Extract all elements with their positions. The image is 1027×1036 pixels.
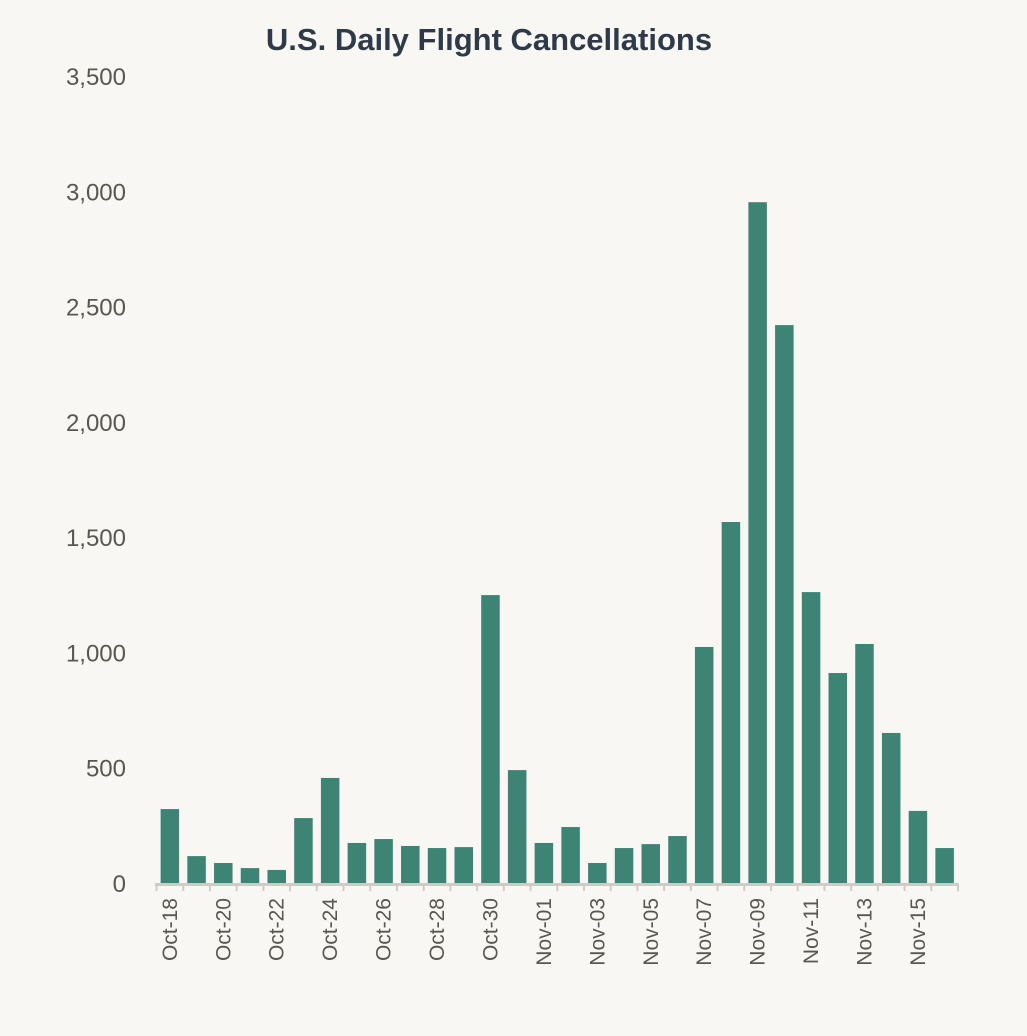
bar-nov-01 (534, 842, 554, 884)
bar-nov-12 (828, 673, 848, 884)
bar-nov-14 (881, 732, 901, 884)
bar-oct-18 (160, 809, 180, 884)
y-tick-label: 3,000 (66, 179, 126, 206)
y-tick-label: 0 (113, 871, 126, 898)
x-tick-label: Nov-03 (586, 898, 609, 966)
bar-nov-10 (775, 325, 794, 884)
bar-nov-06 (668, 836, 687, 884)
bar-oct-31 (507, 770, 527, 884)
y-tick-label: 2,000 (66, 410, 126, 437)
x-tick-label: Nov-15 (907, 898, 930, 966)
x-tick-label: Oct-22 (266, 898, 289, 961)
bar-oct-19 (187, 856, 206, 884)
bar-nov-05 (641, 844, 661, 884)
bar-oct-28 (427, 848, 447, 884)
bar-nov-03 (588, 863, 607, 884)
x-tick-label: Oct-30 (479, 898, 502, 961)
y-tick-label: 1,000 (66, 640, 126, 667)
y-axis: 0 500 1,000 1,500 2,000 2,500 3,000 3,500 (66, 64, 126, 898)
bar-oct-20 (214, 863, 233, 884)
y-tick-label: 2,500 (66, 295, 126, 322)
bar-oct-27 (401, 845, 420, 884)
x-tick-label: Oct-26 (373, 898, 396, 961)
y-tick-label: 500 (86, 756, 126, 783)
bar-nov-15 (908, 810, 928, 884)
bar-nov-09 (748, 202, 767, 884)
bar-oct-24 (320, 777, 340, 884)
bar-oct-21 (240, 868, 260, 884)
bar-nov-13 (855, 643, 874, 884)
bar-oct-23 (294, 818, 313, 884)
bars (160, 202, 954, 884)
bar-oct-29 (454, 847, 473, 884)
x-tick-label: Oct-28 (426, 898, 449, 961)
x-tick-label: Oct-18 (159, 898, 182, 961)
x-tick-label: Nov-01 (533, 898, 556, 966)
bar-nov-07 (694, 646, 714, 884)
bar-nov-16 (935, 848, 954, 884)
y-tick-label: 3,500 (66, 64, 126, 91)
bar-nov-11 (801, 592, 821, 884)
chart-title: U.S. Daily Flight Cancellations (266, 22, 712, 57)
x-axis: Oct-18 Oct-20 Oct-22 Oct-24 Oct-26 Oct-28 Oct-… (155, 884, 959, 966)
bar-nov-08 (721, 522, 741, 884)
x-tick-label: Nov-11 (800, 898, 823, 964)
x-tick-label: Nov-13 (853, 898, 876, 966)
x-tick-label: Oct-20 (212, 898, 235, 961)
bar-nov-04 (614, 848, 634, 884)
x-tick-label: Nov-05 (640, 898, 663, 966)
x-tick-label: Oct-24 (319, 898, 342, 961)
bar-nov-02 (561, 827, 580, 884)
bar-oct-25 (347, 842, 367, 884)
x-tick-label: Nov-07 (693, 898, 716, 966)
y-tick-label: 1,500 (66, 525, 126, 552)
x-tick-label: Nov-09 (747, 898, 770, 966)
bar-oct-30 (481, 595, 500, 884)
bar-oct-22 (267, 869, 286, 884)
bar-oct-26 (374, 839, 393, 884)
